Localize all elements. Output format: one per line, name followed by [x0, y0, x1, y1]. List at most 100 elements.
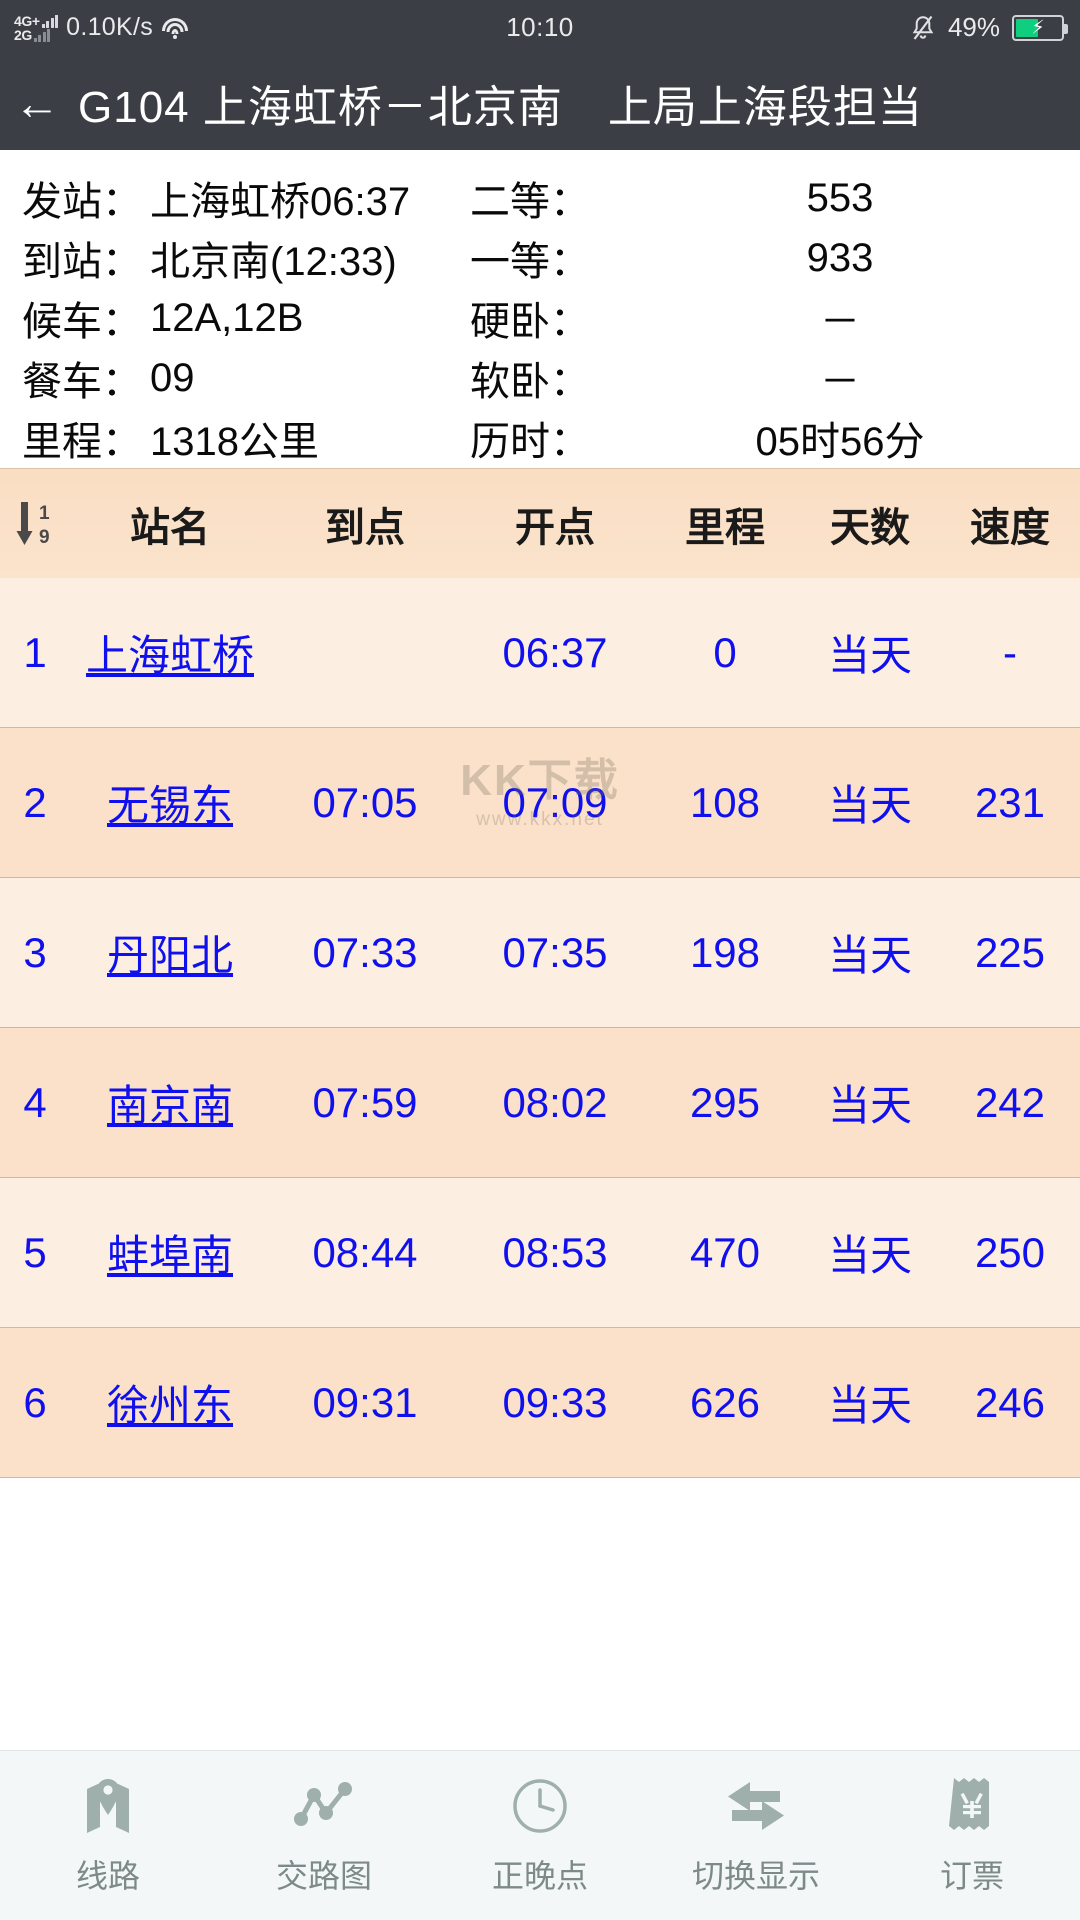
- header-speed[interactable]: 速度: [970, 505, 1050, 550]
- map-pin-icon: [81, 1775, 135, 1837]
- table-row[interactable]: 3 丹阳北 07:33 07:35 198 当天 225: [0, 878, 1080, 1028]
- row-index: 1: [23, 628, 47, 676]
- sim2-signal-bars-icon: [33, 28, 51, 42]
- title-bar: ← G104 上海虹桥－北京南 上局上海段担当: [0, 55, 1080, 150]
- nav-item-toggle-display[interactable]: 切换显示: [661, 1775, 851, 1897]
- status-bar-right: 49% ⚡: [910, 12, 1068, 43]
- info-label-waiting-room: 候车：: [22, 300, 142, 344]
- nav-item-route[interactable]: 线路: [13, 1775, 203, 1897]
- row-speed: 225: [974, 928, 1046, 976]
- info-label-dining-car: 餐车：: [22, 360, 142, 404]
- info-value-hard-sleeper: －: [820, 300, 860, 344]
- row-index: 5: [23, 1228, 47, 1276]
- ticket-yuan-icon: [947, 1775, 997, 1837]
- info-value-first-class: 933: [806, 235, 874, 280]
- info-label-duration: 历时：: [470, 420, 590, 464]
- row-mileage: 295: [689, 1078, 761, 1126]
- svg-text:9: 9: [39, 527, 50, 548]
- bell-muted-icon: [910, 14, 936, 42]
- nav-label-punctuality: 正晚点: [491, 1857, 588, 1894]
- info-label-mileage: 里程：: [22, 420, 142, 464]
- row-departure: 08:02: [502, 1078, 608, 1126]
- row-station-link[interactable]: 南京南: [106, 1082, 233, 1129]
- row-index: 2: [23, 778, 47, 826]
- nav-item-punctuality[interactable]: 正晚点: [445, 1775, 635, 1897]
- table-row[interactable]: 6 徐州东 09:31 09:33 626 当天 246: [0, 1328, 1080, 1478]
- timetable-body[interactable]: 1 上海虹桥 06:37 0 当天 - 2 无锡东 07:05 07:09 10…: [0, 578, 1080, 1750]
- info-label-arrival-station: 到站：: [22, 240, 142, 284]
- page-title: G104 上海虹桥－北京南 上局上海段担当: [78, 82, 923, 132]
- nav-item-book-ticket[interactable]: 订票: [877, 1775, 1067, 1897]
- back-arrow-icon[interactable]: ←: [14, 76, 60, 129]
- status-bar: 4G+ 2G 0.10K/s 10:10: [0, 0, 1080, 55]
- info-value-mileage: 1318公里: [150, 420, 319, 464]
- row-station-link[interactable]: 无锡东: [106, 782, 233, 829]
- info-row-departure: 发站： 上海虹桥06:37 二等： 553: [0, 168, 1080, 228]
- row-speed: 231: [974, 778, 1046, 826]
- wifi-icon: [161, 16, 189, 40]
- row-mileage: 108: [689, 778, 761, 826]
- info-label-soft-sleeper: 软卧：: [470, 360, 590, 404]
- table-row[interactable]: 1 上海虹桥 06:37 0 当天 -: [0, 578, 1080, 728]
- nav-label-book-ticket: 订票: [939, 1857, 1004, 1894]
- row-day: 当天: [827, 932, 912, 979]
- row-station-link[interactable]: 上海虹桥: [85, 632, 254, 679]
- header-mileage[interactable]: 里程: [685, 505, 765, 550]
- row-station-link[interactable]: 丹阳北: [106, 932, 233, 979]
- sim1-signal-bars-icon: [41, 14, 59, 28]
- sort-ascending-1-9-icon[interactable]: 1 9: [0, 498, 70, 550]
- info-label-first-class: 一等：: [470, 240, 590, 284]
- bottom-nav-bar: 线路 交路图 正晚点: [0, 1750, 1080, 1920]
- row-mileage: 0: [713, 628, 737, 676]
- row-index: 6: [23, 1378, 47, 1426]
- row-arrival: 07:59: [312, 1078, 418, 1126]
- header-departure-time[interactable]: 开点: [515, 505, 595, 550]
- battery-percent-label: 49%: [947, 12, 1000, 42]
- table-row[interactable]: 4 南京南 07:59 08:02 295 当天 242: [0, 1028, 1080, 1178]
- info-row-arrival: 到站： 北京南(12:33) 一等： 933: [0, 228, 1080, 288]
- header-day-count[interactable]: 天数: [830, 505, 910, 550]
- row-departure: 07:35: [502, 928, 608, 976]
- row-day: 当天: [827, 1082, 912, 1129]
- info-value-second-class: 553: [806, 175, 874, 220]
- header-arrival-time[interactable]: 到点: [325, 505, 405, 550]
- table-row[interactable]: 2 无锡东 07:05 07:09 108 当天 231: [0, 728, 1080, 878]
- nav-item-circulation-chart[interactable]: 交路图: [229, 1775, 419, 1897]
- row-arrival: 09:31: [312, 1378, 418, 1426]
- row-speed: 242: [974, 1078, 1046, 1126]
- row-mileage: 198: [689, 928, 761, 976]
- row-station-link[interactable]: 徐州东: [106, 1382, 233, 1429]
- header-station-name[interactable]: 站名: [130, 505, 210, 550]
- row-arrival: 08:44: [312, 1228, 418, 1276]
- status-bar-left: 4G+ 2G 0.10K/s: [0, 13, 189, 42]
- row-departure: 07:09: [502, 778, 608, 826]
- network-graph-icon: [293, 1775, 355, 1837]
- dual-sim-signal-icon: 4G+ 2G: [14, 14, 59, 43]
- row-arrival: 07:05: [312, 778, 418, 826]
- info-value-waiting-room: 12A,12B: [150, 295, 304, 340]
- row-station-link[interactable]: 蚌埠南: [106, 1232, 233, 1279]
- row-departure: 09:33: [502, 1378, 608, 1426]
- info-value-arrival-station: 北京南(12:33): [150, 240, 397, 284]
- info-label-departure-station: 发站：: [22, 180, 142, 224]
- info-label-second-class: 二等：: [470, 180, 590, 224]
- table-row[interactable]: 5 蚌埠南 08:44 08:53 470 当天 250: [0, 1178, 1080, 1328]
- row-day: 当天: [827, 782, 912, 829]
- battery-charging-icon: ⚡: [1012, 14, 1068, 41]
- row-day: 当天: [827, 632, 912, 679]
- info-row-dining-car: 餐车： 09 软卧： －: [0, 348, 1080, 408]
- row-mileage: 626: [689, 1378, 761, 1426]
- sim2-network-label: 2G: [14, 26, 32, 43]
- row-departure: 06:37: [502, 628, 608, 676]
- network-speed-label: 0.10K/s: [66, 13, 154, 41]
- info-value-dining-car: 09: [150, 355, 195, 400]
- info-value-duration: 05时56分: [755, 420, 925, 464]
- nav-label-route: 线路: [75, 1857, 140, 1894]
- row-index: 4: [23, 1078, 47, 1126]
- row-day: 当天: [827, 1232, 912, 1279]
- svg-text:1: 1: [39, 503, 50, 524]
- row-departure: 08:53: [502, 1228, 608, 1276]
- timetable-header: 1 9 站名 到点 开点 里程 天数 速度: [0, 468, 1080, 578]
- row-speed: -: [1003, 628, 1017, 676]
